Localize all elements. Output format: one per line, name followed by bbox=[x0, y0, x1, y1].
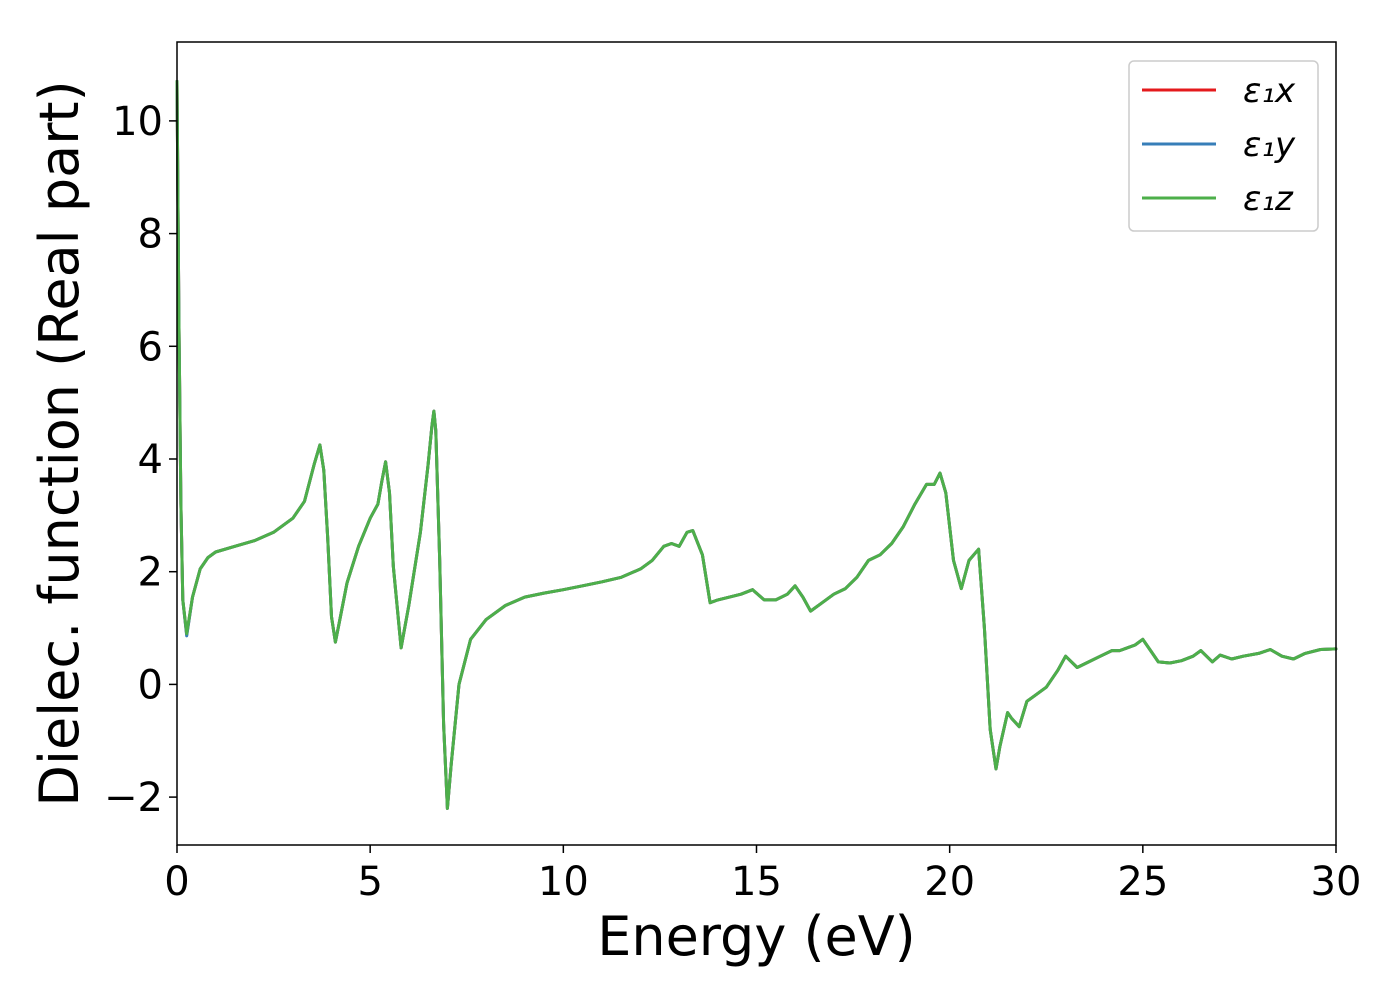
x-tick-label: 25 bbox=[1117, 859, 1168, 905]
legend-label-0: ε₁x bbox=[1243, 71, 1296, 111]
x-tick-label: 30 bbox=[1311, 859, 1362, 905]
x-tick-label: 20 bbox=[924, 859, 975, 905]
x-tick-label: 10 bbox=[538, 859, 589, 905]
y-tick-label: 0 bbox=[138, 662, 163, 708]
legend-label-1: ε₁y bbox=[1243, 125, 1296, 165]
x-tick-label: 0 bbox=[164, 859, 189, 905]
x-axis-title: Energy (eV) bbox=[597, 905, 916, 968]
x-tick-label: 15 bbox=[731, 859, 782, 905]
legend-box bbox=[1128, 60, 1319, 232]
legend-label-2: ε₁z bbox=[1243, 179, 1294, 219]
x-tick-label: 5 bbox=[357, 859, 382, 905]
y-tick-label: −2 bbox=[104, 775, 163, 821]
y-axis-title: Dielec. function (Real part) bbox=[28, 80, 91, 806]
legend: ε₁x ε₁y ε₁z bbox=[1128, 60, 1319, 232]
series-line-2 bbox=[175, 79, 1338, 810]
y-tick-label: 8 bbox=[138, 212, 163, 258]
series-layer bbox=[175, 79, 1338, 810]
y-tick-label: 6 bbox=[138, 324, 163, 370]
y-tick-label: 2 bbox=[138, 550, 163, 596]
y-tick-label: 4 bbox=[138, 437, 163, 483]
y-tick-label: 10 bbox=[112, 99, 163, 145]
